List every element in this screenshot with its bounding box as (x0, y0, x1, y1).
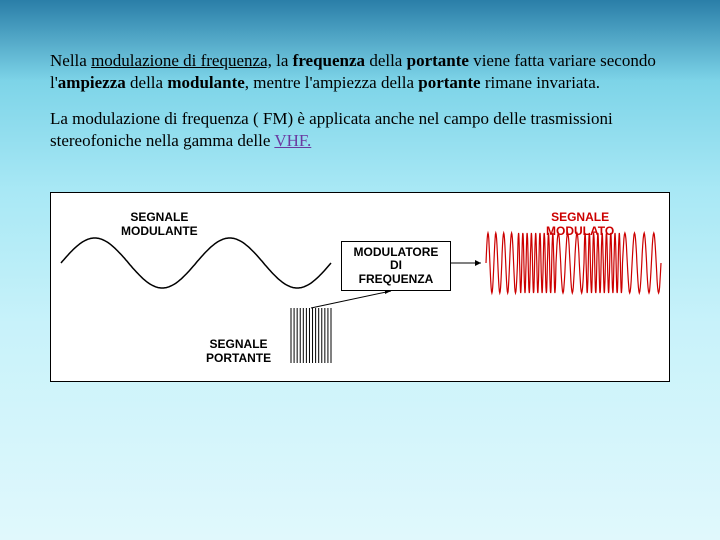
text-block: Nella modulazione di frequenza, la frequ… (0, 0, 720, 152)
t: modulazione di frequenza, (91, 51, 272, 70)
label-modulato: SEGNALEMODULATO (546, 211, 614, 237)
t: , mentre l'ampiezza della (245, 73, 418, 92)
t: della (365, 51, 407, 70)
t: La modulazione di frequenza ( FM) è appl… (50, 109, 613, 150)
t: ampiezza (58, 73, 126, 92)
paragraph-1: Nella modulazione di frequenza, la frequ… (50, 50, 670, 94)
label-modulante: SEGNALEMODULANTE (121, 211, 198, 237)
modulator-box: MODULATOREDIFREQUENZA (341, 241, 451, 291)
fm-diagram: SEGNALEMODULANTE MODULATOREDIFREQUENZA S… (50, 192, 670, 382)
t: portante (407, 51, 469, 70)
t: rimane invariata. (481, 73, 600, 92)
label-portante: SEGNALEPORTANTE (206, 338, 271, 364)
paragraph-2: La modulazione di frequenza ( FM) è appl… (50, 108, 670, 152)
t: modulante (167, 73, 244, 92)
t: portante (418, 73, 480, 92)
t: frequenza (293, 51, 365, 70)
t: della (126, 73, 168, 92)
vhf-link[interactable]: VHF. (274, 131, 311, 150)
t: Nella (50, 51, 91, 70)
t: la (272, 51, 293, 70)
